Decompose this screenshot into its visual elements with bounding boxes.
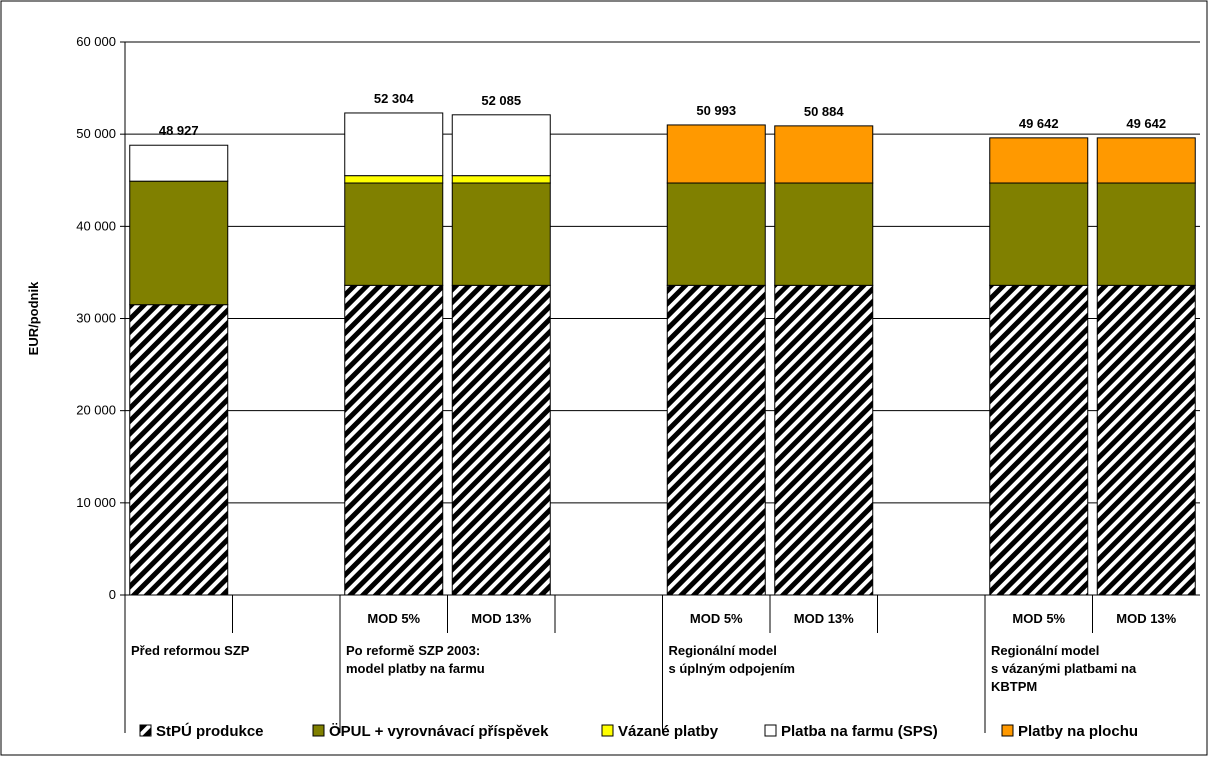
bar-segment bbox=[989, 137, 1089, 184]
legend-swatch bbox=[601, 724, 614, 737]
bar-segment bbox=[666, 284, 766, 596]
bar-segment bbox=[451, 182, 551, 286]
bar-segment bbox=[344, 182, 444, 286]
bar-segment bbox=[1096, 137, 1196, 184]
legend-label: Platba na farmu (SPS) bbox=[781, 723, 938, 740]
y-tick-label: 40 000 bbox=[76, 218, 116, 233]
bar-segment bbox=[774, 125, 874, 184]
legend-swatch bbox=[1001, 724, 1014, 737]
x-sublabel: MOD 5% bbox=[367, 611, 420, 626]
bar-segment bbox=[1096, 284, 1196, 596]
bar-segment bbox=[129, 304, 229, 596]
x-group-label: s úplným odpojením bbox=[669, 661, 795, 676]
x-sublabel: MOD 13% bbox=[1116, 611, 1176, 626]
bar-segment bbox=[989, 284, 1089, 596]
bar-segment bbox=[129, 144, 229, 182]
legend-label: ÖPUL + vyrovnávací příspěvek bbox=[329, 723, 549, 740]
legend-swatch bbox=[764, 724, 777, 737]
x-group-label: Před reformou SZP bbox=[131, 643, 250, 658]
x-group-label: Regionální model bbox=[991, 643, 1099, 658]
bar-segment bbox=[344, 284, 444, 596]
y-tick-label: 10 000 bbox=[76, 495, 116, 510]
x-group-label: Regionální model bbox=[669, 643, 777, 658]
data-label: 50 993 bbox=[696, 103, 736, 118]
data-label: 50 884 bbox=[804, 104, 845, 119]
x-sublabel: MOD 5% bbox=[690, 611, 743, 626]
bar-segment bbox=[989, 182, 1089, 286]
bar-segment bbox=[129, 180, 229, 306]
bar-segment bbox=[451, 114, 551, 177]
y-tick-label: 20 000 bbox=[76, 403, 116, 418]
bar-segment bbox=[666, 182, 766, 286]
bar-segment bbox=[774, 284, 874, 596]
y-tick-label: 30 000 bbox=[76, 311, 116, 326]
x-group-label: s vázanými platbami na bbox=[991, 661, 1137, 676]
legend-label: Platby na plochu bbox=[1018, 723, 1138, 740]
legend-label: Vázané platby bbox=[618, 723, 719, 740]
bar-segment bbox=[344, 175, 444, 184]
data-label: 52 085 bbox=[481, 93, 521, 108]
x-group-label: model platby na farmu bbox=[346, 661, 485, 676]
y-tick-label: 60 000 bbox=[76, 34, 116, 49]
bar-segment bbox=[451, 284, 551, 596]
y-axis-label: EUR/podnik bbox=[26, 281, 41, 355]
bar-segment bbox=[451, 175, 551, 184]
y-tick-label: 50 000 bbox=[76, 126, 116, 141]
data-label: 52 304 bbox=[374, 91, 415, 106]
bar-segment bbox=[666, 124, 766, 184]
x-sublabel: MOD 5% bbox=[1012, 611, 1065, 626]
x-group-label: Po reformě SZP 2003: bbox=[346, 643, 480, 658]
x-sublabel: MOD 13% bbox=[794, 611, 854, 626]
bar-segment bbox=[774, 182, 874, 286]
x-sublabel: MOD 13% bbox=[471, 611, 531, 626]
y-tick-label: 0 bbox=[109, 587, 116, 602]
legend-swatch bbox=[139, 724, 152, 737]
data-label: 49 642 bbox=[1019, 116, 1059, 131]
bar-segment bbox=[344, 112, 444, 177]
legend-swatch bbox=[312, 724, 325, 737]
x-group-label: KBTPM bbox=[991, 679, 1037, 694]
bar-segment bbox=[1096, 182, 1196, 286]
legend-label: StPÚ produkce bbox=[156, 722, 264, 740]
data-label: 49 642 bbox=[1126, 116, 1166, 131]
data-label: 48 927 bbox=[159, 123, 199, 138]
